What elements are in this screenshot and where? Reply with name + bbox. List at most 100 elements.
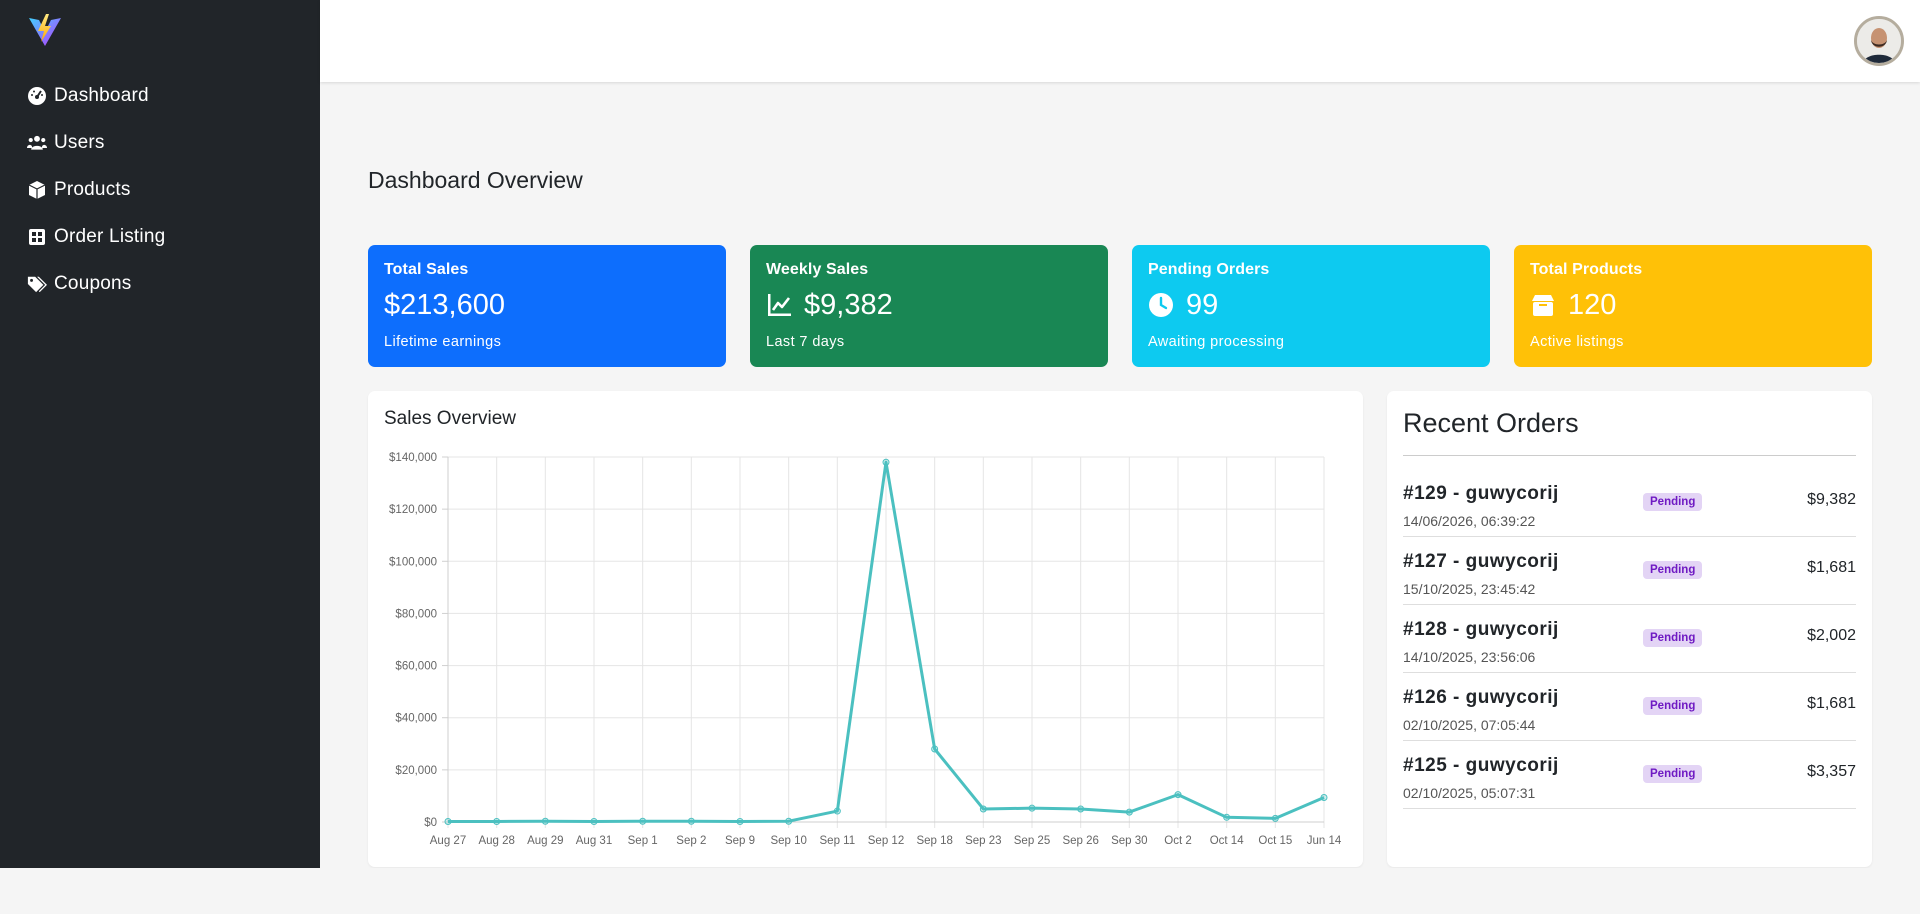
sidebar-item-label: Products: [54, 178, 131, 200]
data-point: [1320, 793, 1328, 801]
status-badge: Pending: [1643, 697, 1703, 715]
data-point: [882, 458, 890, 466]
list-item[interactable]: #128 - guwycorij 14/10/2025, 23:56:06 Pe…: [1403, 605, 1856, 673]
stat-card-weekly-sales: Weekly Sales $9,382 Last 7 days: [750, 245, 1108, 367]
x-tick-label: Sep 11: [820, 835, 856, 847]
data-point: [541, 817, 549, 825]
x-tick-label: Sep 30: [1111, 835, 1147, 847]
data-point: [931, 745, 939, 753]
y-tick-label: $80,000: [395, 608, 437, 620]
x-tick-label: Aug 27: [430, 835, 466, 847]
stat-subtitle: Lifetime earnings: [384, 334, 502, 350]
list-item[interactable]: #125 - guwycorij 02/10/2025, 05:07:31 Pe…: [1403, 741, 1856, 809]
data-point: [833, 807, 841, 815]
stat-value-row: $213,600: [384, 288, 710, 322]
sidebar-item-users[interactable]: Users: [27, 119, 165, 166]
x-tick-label: Sep 18: [916, 835, 952, 847]
x-tick-label: Sep 2: [676, 835, 706, 847]
order-id: #128 - guwycorij: [1403, 619, 1559, 640]
order-id: #127 - guwycorij: [1403, 551, 1559, 572]
recent-orders-panel: Recent Orders #129 - guwycorij 14/06/202…: [1387, 391, 1872, 867]
gauge-icon: [27, 86, 47, 106]
data-point: [736, 817, 744, 825]
sidebar-item-label: Coupons: [54, 272, 132, 294]
data-point: [785, 817, 793, 825]
x-tick-label: Sep 25: [1014, 835, 1050, 847]
x-tick-label: Oct 14: [1210, 835, 1244, 847]
stat-value-row: 99: [1148, 288, 1474, 322]
y-tick-label: $20,000: [395, 765, 437, 777]
stat-subtitle: Active listings: [1530, 334, 1624, 350]
stat-value: $213,600: [384, 288, 505, 321]
sidebar: Dashboard Users Products Order Listing C…: [0, 0, 320, 868]
stat-card-total-products: Total Products 120 Active listings: [1514, 245, 1872, 367]
x-tick-label: Aug 28: [478, 835, 514, 847]
order-amount: $2,002: [1807, 627, 1856, 644]
box-icon: [27, 180, 47, 200]
x-tick-label: Sep 26: [1062, 835, 1098, 847]
x-tick-label: Sep 9: [725, 835, 755, 847]
stat-subtitle: Awaiting processing: [1148, 334, 1285, 350]
stat-value-row: 120: [1530, 288, 1856, 322]
x-tick-label: Aug 31: [576, 835, 612, 847]
sidebar-item-products[interactable]: Products: [27, 166, 165, 213]
data-point: [639, 817, 647, 825]
users-icon: [27, 133, 47, 153]
grid-icon: [27, 227, 47, 247]
chart-title: Sales Overview: [384, 408, 516, 429]
status-badge: Pending: [1643, 493, 1703, 511]
x-tick-label: Sep 1: [628, 835, 658, 847]
data-point: [1271, 814, 1279, 822]
x-tick-label: Jun 14: [1307, 835, 1342, 847]
list-item[interactable]: #129 - guwycorij 14/06/2026, 06:39:22 Pe…: [1403, 469, 1856, 537]
orders-title: Recent Orders: [1403, 408, 1579, 438]
list-item[interactable]: #127 - guwycorij 15/10/2025, 23:45:42 Pe…: [1403, 537, 1856, 605]
y-tick-label: $60,000: [395, 661, 437, 673]
status-badge: Pending: [1643, 629, 1703, 647]
sidebar-item-label: Dashboard: [54, 84, 149, 106]
sidebar-item-coupons[interactable]: Coupons: [27, 260, 165, 307]
order-date: 02/10/2025, 05:07:31: [1403, 785, 1536, 801]
user-avatar-icon[interactable]: [1854, 16, 1904, 66]
stat-card-total-sales: Total Sales $213,600 Lifetime earnings: [368, 245, 726, 367]
x-tick-label: Aug 29: [527, 835, 563, 847]
top-bar: [320, 0, 1920, 82]
status-badge: Pending: [1643, 561, 1703, 579]
sidebar-item-order-listing[interactable]: Order Listing: [27, 213, 165, 260]
data-point: [1028, 804, 1036, 812]
box-icon: [1532, 295, 1554, 316]
order-id: #126 - guwycorij: [1403, 687, 1559, 708]
sales-overview-panel: Sales Overview $0 $20,000 $40,000 $60,000 $8…: [368, 391, 1363, 867]
y-tick-label: $0: [424, 817, 437, 829]
chart-line-icon: [768, 294, 791, 316]
data-point: [590, 817, 598, 825]
y-tick-label: $120,000: [389, 504, 437, 516]
sidebar-item-label: Order Listing: [54, 225, 166, 247]
x-tick-label: Sep 23: [965, 835, 1001, 847]
data-point: [444, 817, 452, 825]
status-badge: Pending: [1643, 765, 1703, 783]
sales-line-chart: $0 $20,000 $40,000 $60,000 $80,000 $100,000 $1…: [389, 452, 1342, 847]
data-point: [1174, 791, 1182, 799]
order-date: 14/10/2025, 23:56:06: [1403, 649, 1536, 665]
sidebar-item-label: Users: [54, 131, 105, 153]
vite-logo-icon[interactable]: [28, 14, 62, 48]
y-tick-label: $140,000: [389, 452, 437, 464]
orders-divider: [1403, 455, 1856, 456]
page-footer-band: [0, 868, 1920, 914]
series-line: [448, 460, 1325, 823]
stat-card-pending-orders: Pending Orders 99 Awaiting processing: [1132, 245, 1490, 367]
list-item[interactable]: #126 - guwycorij 02/10/2025, 07:05:44 Pe…: [1403, 673, 1856, 741]
order-amount: $9,382: [1807, 491, 1856, 508]
y-tick-label: $40,000: [395, 713, 437, 725]
stat-title: Pending Orders: [1148, 261, 1270, 278]
x-tick-label: Sep 10: [770, 835, 806, 847]
y-tick-label: $100,000: [389, 556, 437, 568]
sidebar-item-dashboard[interactable]: Dashboard: [27, 72, 165, 119]
data-point: [1223, 813, 1231, 821]
x-tick-label: Oct 15: [1258, 835, 1292, 847]
tags-icon: [27, 274, 47, 294]
order-amount: $1,681: [1807, 559, 1856, 576]
order-date: 15/10/2025, 23:45:42: [1403, 581, 1536, 597]
stat-value: $9,382: [804, 288, 893, 321]
